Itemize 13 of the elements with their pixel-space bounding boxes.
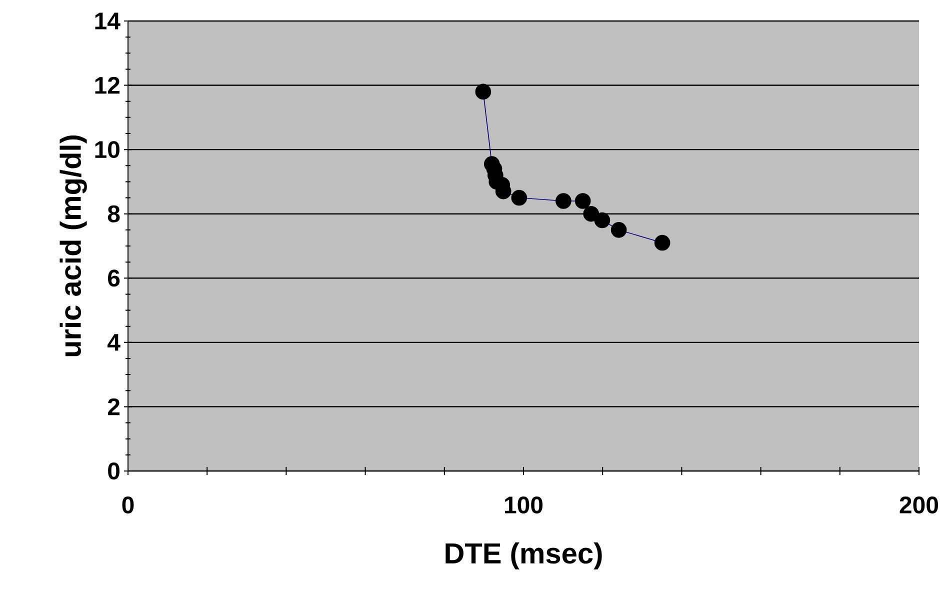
- y-axis-title: uric acid (mg/dl): [60, 135, 87, 356]
- y-tick-label: 6: [108, 270, 120, 287]
- x-axis-title: DTE (msec): [446, 542, 602, 570]
- x-tick-label: 0: [122, 496, 134, 514]
- x-tick-label: 200: [900, 496, 938, 514]
- x-tick-label: 100: [504, 496, 543, 514]
- y-tick-label: 14: [95, 12, 120, 30]
- y-tick-label: 8: [108, 205, 120, 222]
- y-tick-label: 2: [108, 398, 120, 416]
- y-tick-label: 4: [107, 334, 120, 351]
- y-tick-label: 10: [95, 141, 120, 158]
- y-tick-label: 0: [108, 462, 120, 480]
- y-tick-label: 12: [95, 76, 120, 94]
